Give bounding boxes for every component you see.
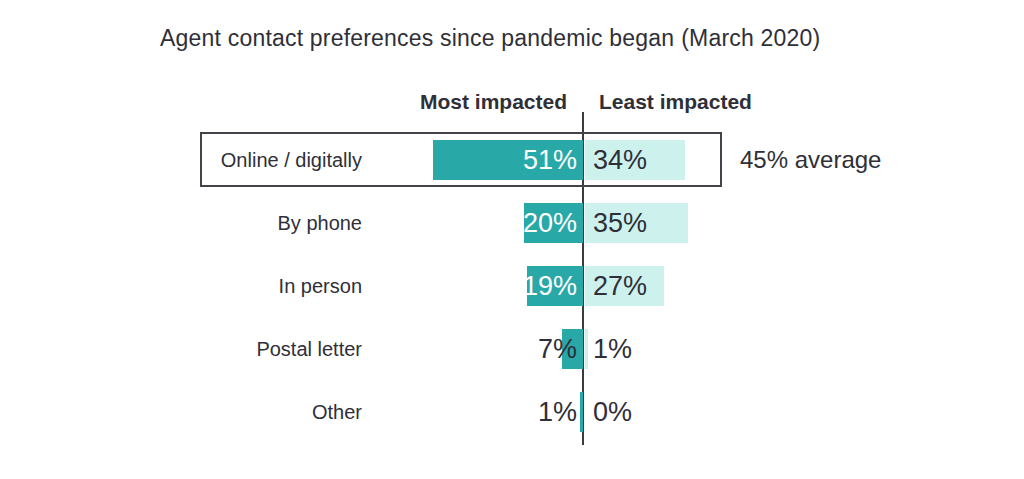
most-impacted-bar-other [580, 392, 583, 432]
chart-title-main: Agent contact preferences since pandemic… [160, 25, 674, 51]
category-label-other: Other [0, 392, 362, 432]
average-annotation: 45% average [740, 140, 881, 180]
least-impacted-value-postal-letter: 1% [593, 329, 632, 369]
bar-row-by-phone: By phone 20% 35% [0, 203, 1024, 243]
column-header-most-impacted: Most impacted [420, 90, 567, 114]
least-impacted-value-in-person: 27% [593, 266, 647, 306]
category-label-postal-letter: Postal letter [0, 329, 362, 369]
least-impacted-value-other: 0% [593, 392, 632, 432]
bar-row-postal-letter: Postal letter 7% 1% [0, 329, 1024, 369]
most-impacted-value-other: 1% [538, 392, 577, 432]
most-impacted-value-postal-letter: 7% [538, 329, 577, 369]
highlight-box-online-digitally [200, 132, 722, 187]
bar-row-in-person: In person 19% 27% [0, 266, 1024, 306]
most-impacted-value-by-phone: 20% [523, 203, 577, 243]
chart-title-suffix: (March 2020) [681, 25, 820, 51]
least-impacted-value-by-phone: 35% [593, 203, 647, 243]
category-label-by-phone: By phone [0, 203, 362, 243]
chart-figure: Agent contact preferences since pandemic… [0, 0, 1024, 479]
column-header-least-impacted: Least impacted [599, 90, 752, 114]
most-impacted-value-in-person: 19% [523, 266, 577, 306]
least-impacted-bar-postal-letter [585, 329, 588, 369]
bar-row-other: Other 1% 0% [0, 392, 1024, 432]
chart-title: Agent contact preferences since pandemic… [160, 25, 820, 52]
category-label-in-person: In person [0, 266, 362, 306]
